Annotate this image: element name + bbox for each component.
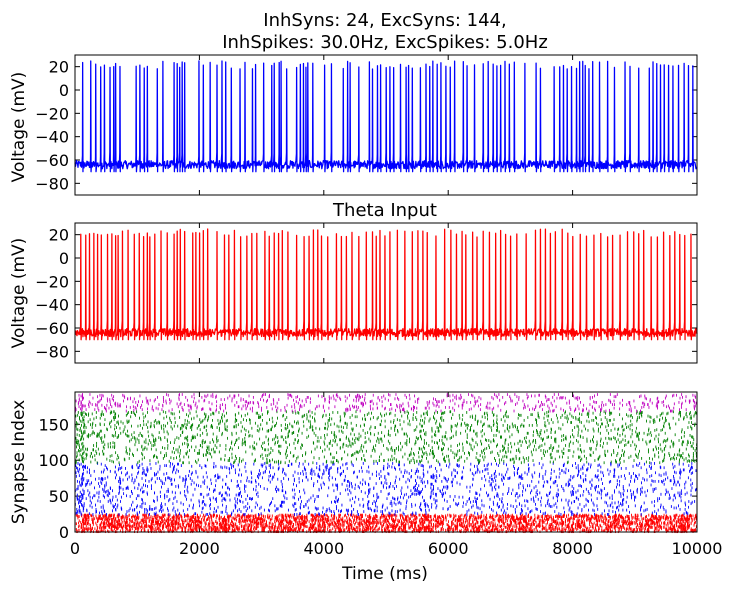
raster-series-0 xyxy=(74,513,698,534)
y-tick-label-2-0: 0 xyxy=(59,523,69,542)
y-tick-label-0-0: 20 xyxy=(49,58,69,77)
plot-frame-2 xyxy=(74,222,698,364)
x-tick-label-4: 8000 xyxy=(552,539,593,558)
y-tick-label-0-1: 0 xyxy=(59,81,69,100)
y-tick-label-1-0: 20 xyxy=(49,226,69,245)
raster-series-1 xyxy=(74,462,697,516)
x-tick-label-2: 4000 xyxy=(303,539,344,558)
chart-title-line-2: InhSpikes: 30.0Hz, ExcSpikes: 5.0Hz xyxy=(222,32,548,53)
chart-title-line-1: InhSyns: 24, ExcSyns: 144, xyxy=(263,10,506,31)
y-tick-label-2-3: 150 xyxy=(38,415,69,434)
x-tick-label-1: 2000 xyxy=(179,539,220,558)
voltage-trace-2 xyxy=(74,228,698,341)
y-tick-label-1-3: −40 xyxy=(35,296,69,315)
y-tick-label-1-2: −20 xyxy=(35,272,69,291)
y-tick-label-1-1: 0 xyxy=(59,249,69,268)
x-tick-label-0: 0 xyxy=(70,539,80,558)
y-tick-label-1-4: −60 xyxy=(35,319,69,338)
voltage-trace-1 xyxy=(74,60,698,173)
y-tick-label-2-1: 50 xyxy=(49,487,69,506)
y-tick-label-0-2: −20 xyxy=(35,104,69,123)
y-tick-label-0-3: −40 xyxy=(35,128,69,147)
raster-panel: 0 2000 4000 6000 8000 10000 0 50 100 150 xyxy=(38,391,723,558)
y-tick-label-2-2: 100 xyxy=(38,451,69,470)
panel2-title: Theta Input xyxy=(332,200,437,221)
voltage-panel-1: 20 0 −20 −40 −60 −80 xyxy=(35,54,698,196)
y-tick-label-1-5: −80 xyxy=(35,342,69,361)
y-tick-label-0-5: −80 xyxy=(35,174,69,193)
voltage-panel-2: 20 0 −20 −40 −60 −80 xyxy=(35,222,698,364)
y-tick-label-0-4: −60 xyxy=(35,151,69,170)
plot-frame-1 xyxy=(74,54,698,196)
x-tick-label-5: 10000 xyxy=(672,539,723,558)
x-tick-label-3: 6000 xyxy=(428,539,469,558)
